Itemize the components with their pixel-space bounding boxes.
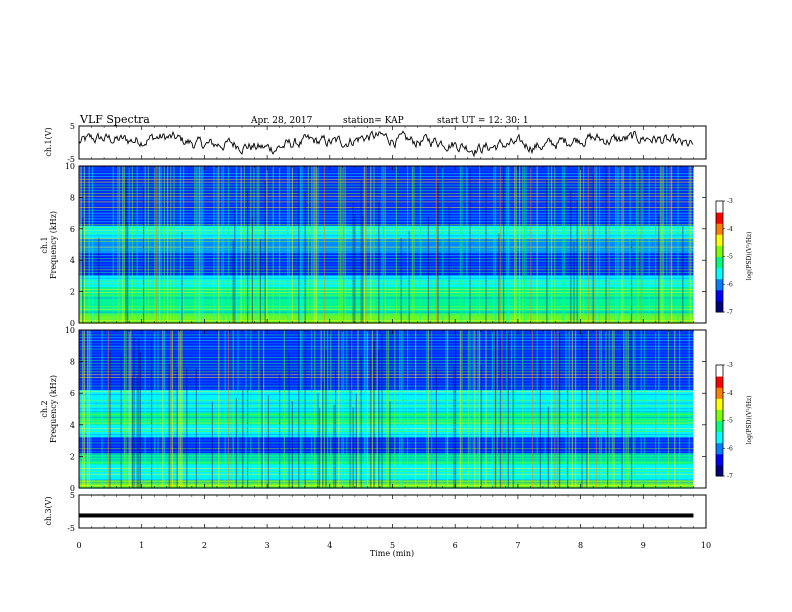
y-tick-label: 2 — [70, 288, 75, 297]
y-tick-label: 4 — [70, 421, 75, 430]
x-tick-label: 6 — [453, 541, 458, 550]
ch1-waveform-panel: 5 -5 — [67, 122, 707, 164]
x-tick-label: 9 — [641, 541, 646, 550]
ch1-label: ch.1 — [40, 236, 49, 253]
x-tick-label: 1 — [139, 541, 144, 550]
colorbar2-label: log(PSD)(V²/Hz) — [746, 396, 753, 445]
x-tick-label: 2 — [202, 541, 207, 550]
y-tick-label: 2 — [70, 452, 75, 461]
x-axis-ticks: 0 1 2 3 4 5 6 7 8 9 10 — [76, 541, 711, 550]
ch3-voltage-label: ch.3(V) — [44, 496, 53, 525]
chart-title: VLF Spectra — [79, 113, 150, 126]
colorbar: -3 -4 -5 -6 -7 — [715, 362, 733, 480]
y-tick-label: -5 — [67, 524, 75, 533]
colorbar-tick: -4 — [727, 390, 733, 397]
x-tick-label: 0 — [76, 541, 81, 550]
y-tick-label: 8 — [70, 193, 75, 202]
ch1-voltage-label: ch.1(V) — [44, 127, 53, 156]
ch2-frequency-label: Frequency (kHz) — [49, 375, 58, 443]
ch2-label: ch.2 — [40, 400, 49, 417]
x-tick-label: 7 — [515, 541, 520, 550]
colorbar-tick: -5 — [727, 418, 733, 425]
date-label: Apr. 28, 2017 — [250, 116, 313, 126]
plot-frame — [78, 125, 707, 160]
spectrogram-cells — [79, 166, 694, 324]
y-tick-label: 0 — [70, 319, 75, 328]
x-tick-label: 5 — [390, 541, 395, 550]
y-tick-label: 5 — [70, 122, 75, 131]
spectrogram-cells — [79, 330, 694, 489]
start-time-label: start UT = 12: 30: 1 — [437, 116, 529, 126]
y-tick-label: 6 — [70, 225, 75, 234]
colorbar-tick: -3 — [727, 362, 733, 369]
station-label: station= KAP — [343, 116, 404, 126]
colorbar-tick: -5 — [727, 254, 733, 261]
ch3-signal-trace — [79, 513, 694, 518]
ch3-waveform-panel: 5 -5 — [67, 491, 707, 533]
colorbar-tick: -7 — [727, 473, 733, 480]
x-tick-label: 10 — [701, 541, 711, 550]
colorbar-tick: -4 — [727, 226, 733, 233]
colorbar1-label: log(PSD)(V²/Hz) — [746, 232, 753, 281]
plot-frame — [78, 494, 707, 529]
y-tick-label: 0 — [70, 484, 75, 493]
y-tick-label: 4 — [70, 256, 75, 265]
y-tick-label: 8 — [70, 358, 75, 367]
x-tick-label: 4 — [327, 541, 332, 550]
colorbar-tick: -6 — [727, 445, 733, 452]
ch1-signal-trace — [78, 130, 694, 158]
ch1-frequency-label: Frequency (kHz) — [49, 211, 58, 279]
colorbar-tick: -7 — [727, 309, 733, 316]
y-tick-label: 5 — [70, 491, 75, 500]
colorbar-tick: -6 — [727, 281, 733, 288]
y-tick-label: 10 — [65, 162, 75, 171]
y-tick-label: 10 — [65, 326, 75, 335]
y-tick-label: 6 — [70, 389, 75, 398]
ch1-spectrogram-panel: -3 -4 -5 -6 -7 0 2 4 6 8 10 — [65, 162, 733, 328]
y-tick-label: -5 — [67, 155, 75, 164]
colorbar: -3 -4 -5 -6 -7 — [715, 198, 733, 316]
ch2-spectrogram-panel: -3 -4 -5 -6 -7 0 2 4 6 8 10 — [65, 326, 733, 493]
x-tick-label: 8 — [578, 541, 583, 550]
x-axis-label: Time (min) — [370, 549, 414, 558]
x-tick-label: 3 — [265, 541, 270, 550]
colorbar-tick: -3 — [727, 198, 733, 205]
